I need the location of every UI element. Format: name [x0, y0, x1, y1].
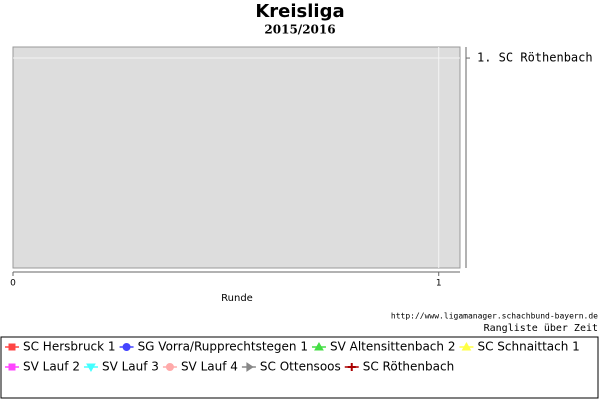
legend-marker [122, 343, 131, 351]
plot-area [12, 46, 461, 269]
legend-marker [246, 362, 254, 372]
x-axis-label: Runde [221, 293, 253, 304]
legend-marker [8, 363, 16, 371]
legend-label: SC Ottensoos [260, 360, 341, 374]
y-tick-label: 1. SC Röthenbach [477, 51, 593, 65]
legend-marker [461, 341, 472, 351]
legend-label: SV Lauf 4 [181, 360, 238, 374]
legend-marker [8, 343, 16, 351]
source: http://www.ligamanager.schachbund-bayern… [391, 312, 598, 321]
x-tick-label: 0 [10, 279, 16, 289]
legend-label: SV Lauf 3 [102, 360, 159, 374]
caption: Rangliste über Zeit [484, 323, 598, 334]
chart-title: Kreisliga [255, 1, 344, 22]
legend-label: SC Schnaittach 1 [477, 340, 579, 354]
legend-label: SV Altensittenbach 2 [330, 340, 455, 354]
legend-marker [347, 363, 356, 371]
legend [0, 336, 599, 399]
legend-marker [165, 363, 174, 371]
legend-label: SC Röthenbach [363, 360, 454, 374]
legend-label: SG Vorra/Rupprechtstegen 1 [138, 340, 308, 354]
legend-marker [86, 363, 96, 373]
chart-subtitle: 2015/2016 [264, 23, 335, 37]
x-tick-label: 1 [436, 279, 442, 289]
legend-label: SC Hersbruck 1 [23, 340, 116, 354]
legend-marker [314, 341, 324, 351]
legend-label: SV Lauf 2 [23, 360, 80, 374]
